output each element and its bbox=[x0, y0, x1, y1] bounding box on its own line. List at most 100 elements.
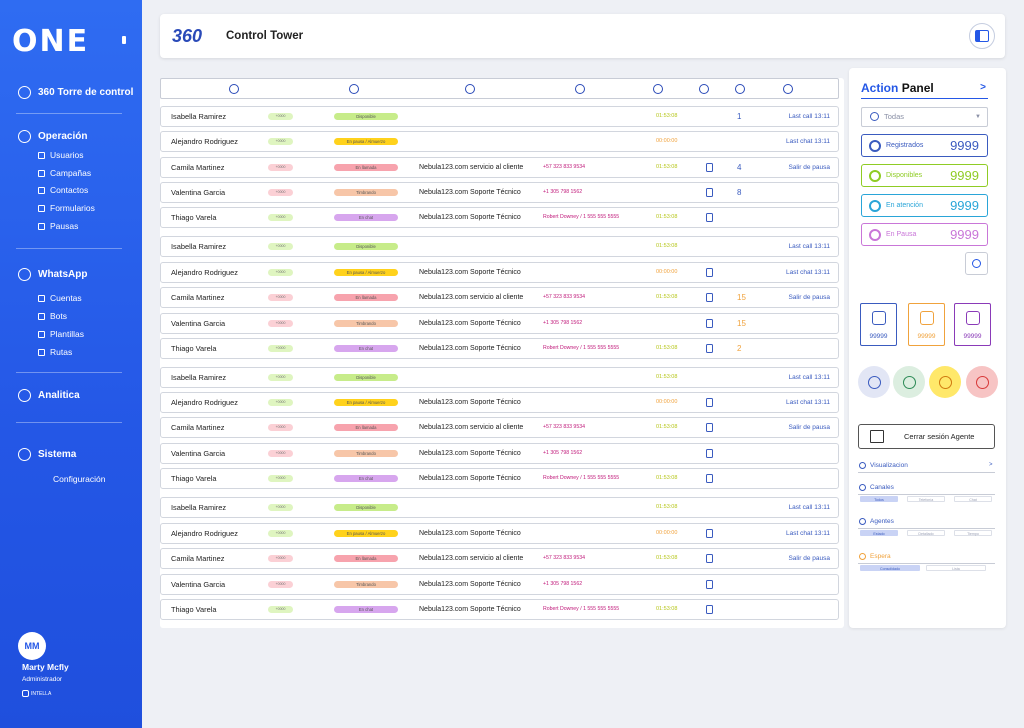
resume-pause-link[interactable]: Salir de pausa bbox=[788, 424, 830, 431]
section-espera[interactable]: Espera bbox=[859, 553, 891, 560]
device-icon[interactable] bbox=[706, 344, 713, 353]
nav-bots[interactable]: Bots bbox=[38, 311, 67, 321]
table-row[interactable]: Thiago Varela +0000 En chat Nebula123.com S… bbox=[160, 338, 839, 359]
stat-3[interactable]: En atención 9999 bbox=[861, 194, 988, 217]
table-row[interactable]: Isabella Ramirez +0000 Disponible 01:53:08 L… bbox=[160, 497, 839, 518]
nav-pauses[interactable]: Pausas bbox=[38, 221, 78, 231]
metric-tile[interactable]: 99999 bbox=[954, 303, 991, 346]
status-badge: En llamada bbox=[334, 555, 398, 562]
nav-routes[interactable]: Rutas bbox=[38, 347, 72, 357]
hangup-button[interactable] bbox=[966, 366, 998, 398]
device-icon[interactable] bbox=[706, 580, 713, 589]
metric-tile[interactable]: 99999 bbox=[908, 303, 945, 346]
metric-tile[interactable]: 99999 bbox=[860, 303, 897, 346]
option-lista[interactable]: Lista bbox=[926, 565, 986, 571]
section-canales[interactable]: Canales bbox=[859, 484, 894, 491]
table-row[interactable]: Valentina Garcia +0000 Timbrando Nebula123.… bbox=[160, 313, 839, 334]
device-icon[interactable] bbox=[706, 474, 713, 483]
table-row[interactable]: Isabella Ramirez +0000 Disponible 01:53:08 L… bbox=[160, 236, 839, 257]
device-icon[interactable] bbox=[706, 188, 713, 197]
option-detallado[interactable]: Detallado bbox=[907, 530, 945, 536]
app-logo[interactable]: ONE bbox=[12, 24, 90, 59]
nav-whatsapp[interactable]: WhatsApp bbox=[18, 268, 87, 281]
table-row[interactable]: Isabella Ramirez +0000 Disponible 01:53:08 1… bbox=[160, 106, 839, 127]
nav-configuration[interactable]: Configuración bbox=[53, 474, 105, 484]
device-icon[interactable] bbox=[706, 268, 713, 277]
nav-forms[interactable]: Formularios bbox=[38, 203, 95, 213]
campaign-select[interactable]: Todas ▼ bbox=[861, 107, 988, 127]
device-icon[interactable] bbox=[706, 423, 713, 432]
history-icon[interactable] bbox=[783, 84, 793, 94]
channel-icon[interactable] bbox=[465, 84, 475, 94]
panel-toggle-button[interactable] bbox=[969, 23, 995, 49]
table-row[interactable]: Valentina Garcia +0000 Timbrando Nebula123.… bbox=[160, 182, 839, 203]
nav-control-tower[interactable]: 360 Torre de control bbox=[18, 86, 133, 99]
table-row[interactable]: Thiago Varela +0000 En chat Nebula123.com S… bbox=[160, 207, 839, 228]
search-icon bbox=[972, 259, 981, 268]
nav-operation[interactable]: Operación bbox=[18, 130, 87, 143]
avatar[interactable]: MM bbox=[18, 632, 46, 660]
table-row[interactable]: Alejandro Rodriguez +0000 En pausa / Almue… bbox=[160, 262, 839, 283]
resume-pause-link[interactable]: Salir de pausa bbox=[788, 555, 830, 562]
table-row[interactable]: Alejandro Rodriguez +0000 En pausa / Almue… bbox=[160, 392, 839, 413]
timer-icon[interactable] bbox=[653, 84, 663, 94]
nav-accounts[interactable]: Cuentas bbox=[38, 293, 82, 303]
option-estado[interactable]: Estado bbox=[860, 530, 898, 536]
nav-analytics[interactable]: Analitica bbox=[18, 389, 80, 402]
device-icon[interactable] bbox=[706, 529, 713, 538]
table-row[interactable]: Valentina Garcia +0000 Timbrando Nebula123.… bbox=[160, 443, 839, 464]
agent-chat-button[interactable] bbox=[893, 366, 925, 398]
stat-4[interactable]: En Pausa 9999 bbox=[861, 223, 988, 246]
resume-pause-link[interactable]: Salir de pausa bbox=[788, 294, 830, 301]
queue-icon[interactable] bbox=[735, 84, 745, 94]
section-expand-icon[interactable]: > bbox=[989, 462, 993, 468]
table-row[interactable]: Thiago Varela +0000 En chat Nebula123.com S… bbox=[160, 468, 839, 489]
table-row[interactable]: Camila Martinez +0000 En llamada Nebula123.… bbox=[160, 417, 839, 438]
listen-button[interactable] bbox=[858, 366, 890, 398]
table-row[interactable]: Isabella Ramirez +0000 Disponible 01:53:08 L… bbox=[160, 367, 839, 388]
device-icon[interactable] bbox=[706, 213, 713, 222]
contact-icon[interactable] bbox=[575, 84, 585, 94]
search-button[interactable] bbox=[965, 252, 988, 275]
resume-pause-link[interactable]: Salir de pausa bbox=[788, 164, 830, 171]
table-row[interactable]: Alejandro Rodriguez +0000 En pausa / Almue… bbox=[160, 523, 839, 544]
option-tiempo[interactable]: Tiempo bbox=[954, 530, 992, 536]
pause-clock-button[interactable] bbox=[929, 366, 961, 398]
device-icon[interactable] bbox=[706, 605, 713, 614]
table-row[interactable]: Thiago Varela +0000 En chat Nebula123.com S… bbox=[160, 599, 839, 620]
table-row[interactable]: Camila Martinez +0000 En llamada Nebula123.… bbox=[160, 287, 839, 308]
option-todos[interactable]: Todos bbox=[860, 496, 898, 502]
activity-icon[interactable] bbox=[349, 84, 359, 94]
nav-templates[interactable]: Plantillas bbox=[38, 329, 84, 339]
collapse-sidebar-icon[interactable] bbox=[122, 36, 126, 44]
section-visualizacion[interactable]: Visualizacion bbox=[859, 462, 908, 469]
device-icon[interactable] bbox=[706, 319, 713, 328]
device-icon[interactable] bbox=[706, 398, 713, 407]
status-badge: En llamada bbox=[334, 424, 398, 431]
nav-system[interactable]: Sistema bbox=[18, 448, 76, 461]
device-icon[interactable] bbox=[706, 449, 713, 458]
option-consolidado[interactable]: Consolidado bbox=[860, 565, 920, 571]
option-telefonía[interactable]: Telefonía bbox=[907, 496, 945, 502]
logout-agent-button[interactable]: Cerrar sesión Agente bbox=[858, 424, 995, 449]
table-row[interactable]: Camila Martinez +0000 En llamada Nebula123.… bbox=[160, 548, 839, 569]
stat-1[interactable]: Registrados 9999 bbox=[861, 134, 988, 157]
agent-name: Valentina Garcia bbox=[171, 319, 226, 328]
nav-users[interactable]: Usuarios bbox=[38, 150, 84, 160]
state-icon[interactable] bbox=[229, 84, 239, 94]
elapsed-time: 00:00:00 bbox=[656, 138, 678, 144]
device-icon[interactable] bbox=[706, 163, 713, 172]
nav-campaigns[interactable]: Campañas bbox=[38, 168, 91, 178]
last-activity: Last call 13:11 bbox=[788, 243, 830, 250]
device-icon[interactable] bbox=[706, 554, 713, 563]
table-row[interactable]: Alejandro Rodriguez +0000 En pausa / Almue… bbox=[160, 131, 839, 152]
panel-expand-button[interactable]: > bbox=[980, 82, 986, 93]
device-icon[interactable] bbox=[706, 293, 713, 302]
table-row[interactable]: Camila Martinez +0000 En llamada Nebula123.… bbox=[160, 157, 839, 178]
stat-2[interactable]: Disponibles 9999 bbox=[861, 164, 988, 187]
table-row[interactable]: Valentina Garcia +0000 Timbrando Nebula123.… bbox=[160, 574, 839, 595]
section-agentes[interactable]: Agentes bbox=[859, 518, 894, 525]
device-icon[interactable] bbox=[699, 84, 709, 94]
nav-contacts[interactable]: Contactos bbox=[38, 185, 88, 195]
option-chat[interactable]: Chat bbox=[954, 496, 992, 502]
